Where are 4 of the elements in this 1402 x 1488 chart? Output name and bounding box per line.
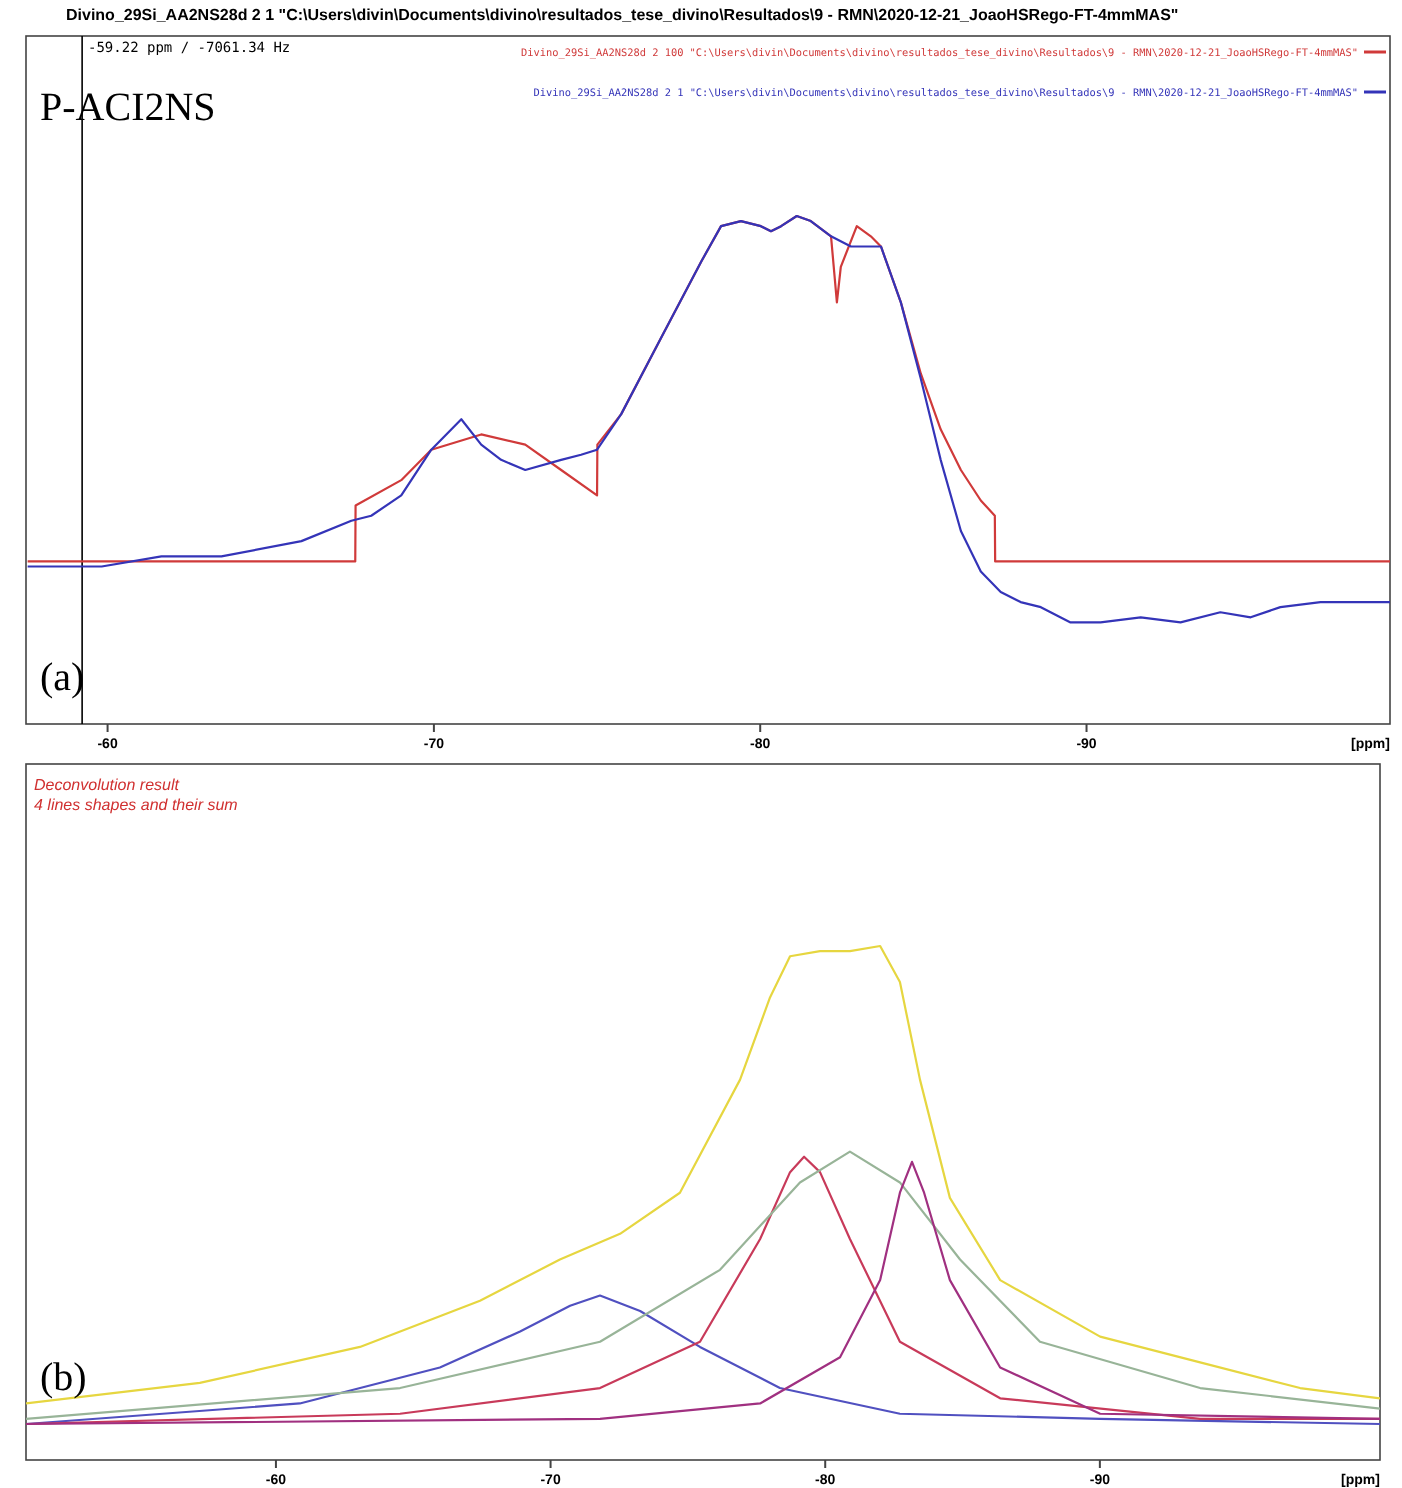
- text: Deconvolution result: [34, 776, 181, 794]
- annotation: (b): [40, 1356, 87, 1400]
- text: 4 lines shapes and their sum: [34, 796, 239, 814]
- chart-title: Divino_29Si_AA2NS28d 2 1 "C:\Users\divin\Documents\divino\resultados_tese_divino\Resultados\9 - RMN\2020-12-21_JoaoHSRego-FT-4mmMAS": [66, 6, 1179, 24]
